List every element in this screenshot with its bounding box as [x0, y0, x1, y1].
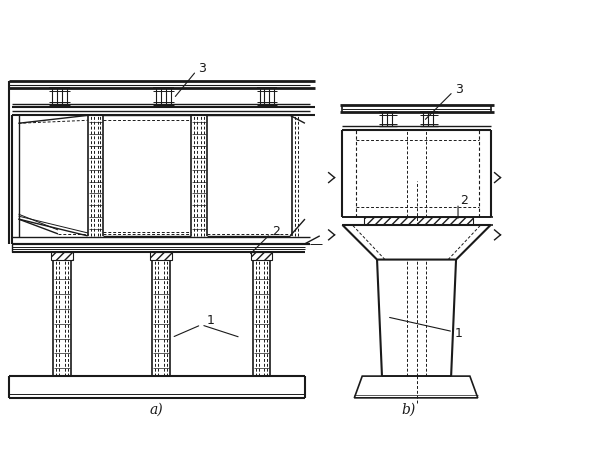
Text: b): b) [401, 403, 416, 417]
Polygon shape [355, 376, 478, 398]
Text: 3: 3 [455, 83, 463, 96]
Bar [251, 252, 272, 260]
Text: 1: 1 [455, 327, 463, 340]
Text: 2: 2 [272, 225, 280, 238]
Bar [364, 217, 473, 225]
Text: a): a) [150, 403, 164, 417]
Bar [51, 252, 73, 260]
Text: 1: 1 [206, 314, 214, 327]
Bar [150, 252, 172, 260]
Text: 3: 3 [198, 63, 206, 76]
Polygon shape [343, 225, 491, 260]
Text: 2: 2 [460, 194, 468, 207]
